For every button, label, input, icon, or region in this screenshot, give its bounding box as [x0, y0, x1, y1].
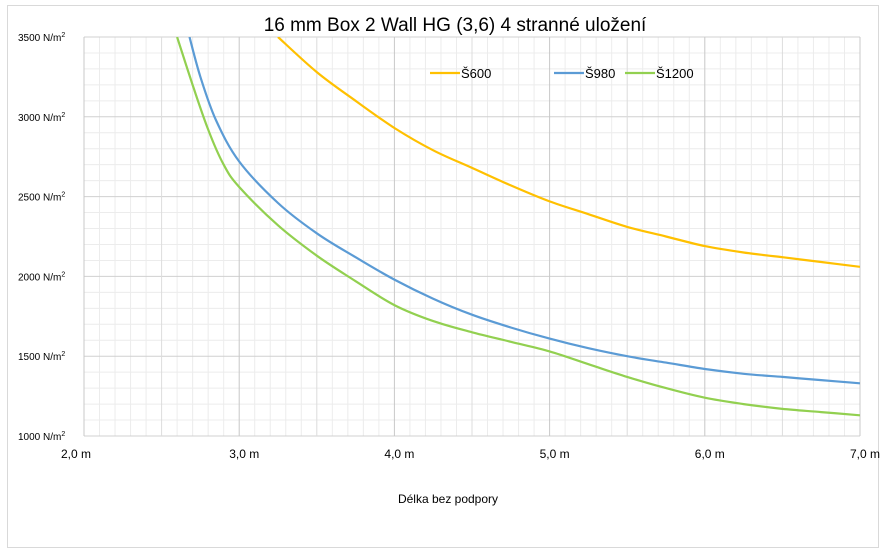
series-line-1	[277, 37, 860, 268]
series-line-3	[176, 37, 860, 417]
legend: Š600 Š980 Š1200	[430, 66, 694, 81]
x-tick-label: 5,0 m	[540, 447, 570, 461]
y-tick-label: 1000 N/m2	[18, 431, 65, 443]
major-gridlines	[83, 36, 861, 437]
x-tick-label: 3,0 m	[229, 447, 259, 461]
x-tick-label: 4,0 m	[384, 447, 414, 461]
x-tick-label: 6,0 m	[695, 447, 725, 461]
legend-label-3: Š1200	[656, 66, 694, 81]
y-axis-tick-labels: 3500 N/m2 3000 N/m2 2500 N/m2 2000 N/m2 1500…	[18, 32, 65, 443]
y-tick-label: 2500 N/m2	[18, 192, 65, 204]
series-layer	[176, 37, 860, 417]
y-tick-label: 3500 N/m2	[18, 32, 65, 44]
legend-label-1: Š600	[461, 66, 491, 81]
legend-label-2: Š980	[585, 66, 615, 81]
series-line-2	[188, 37, 860, 385]
y-tick-label: 2000 N/m2	[18, 271, 65, 283]
chart-title: 16 mm Box 2 Wall HG (3,6) 4 stranné ulož…	[264, 15, 647, 36]
x-axis-label: Délka bez podpory	[398, 492, 498, 506]
y-tick-label: 3000 N/m2	[18, 112, 65, 124]
y-tick-label: 1500 N/m2	[18, 351, 65, 363]
x-axis-tick-labels: 2,0 m 3,0 m 4,0 m 5,0 m 6,0 m 7,0 m	[61, 447, 880, 461]
x-tick-label: 7,0 m	[850, 447, 880, 461]
x-tick-label: 2,0 m	[61, 447, 91, 461]
